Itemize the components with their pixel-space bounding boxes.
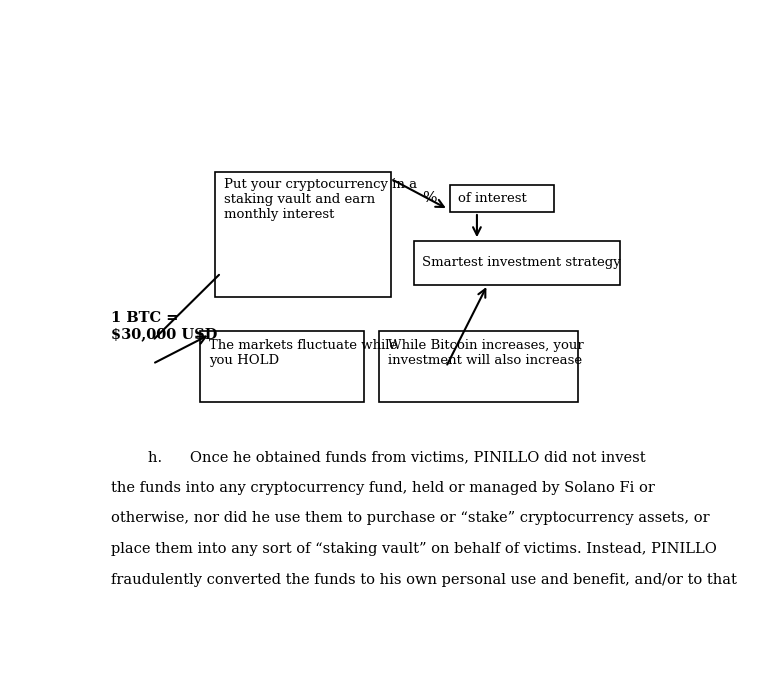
Text: The markets fluctuate while
you HOLD: The markets fluctuate while you HOLD: [209, 339, 397, 367]
Text: h.      Once he obtained funds from victims, PINILLO did not invest: h. Once he obtained funds from victims, …: [111, 450, 646, 464]
Text: of interest: of interest: [458, 192, 527, 205]
Text: 1 BTC =
$30,000 USD: 1 BTC = $30,000 USD: [111, 311, 217, 341]
FancyBboxPatch shape: [200, 331, 364, 403]
Text: Put your cryptocurrency in a
staking vault and earn
monthly interest: Put your cryptocurrency in a staking vau…: [224, 178, 417, 221]
FancyBboxPatch shape: [450, 185, 554, 212]
Text: Smartest investment strategy: Smartest investment strategy: [422, 256, 621, 269]
Text: fraudulently converted the funds to his own personal use and benefit, and/or to : fraudulently converted the funds to his …: [111, 573, 737, 587]
Text: %: %: [422, 191, 437, 205]
FancyBboxPatch shape: [415, 241, 620, 284]
FancyBboxPatch shape: [379, 331, 578, 403]
FancyBboxPatch shape: [215, 172, 391, 297]
Text: the funds into any cryptocurrency fund, held or managed by Solano Fi or: the funds into any cryptocurrency fund, …: [111, 481, 655, 495]
Text: otherwise, nor did he use them to purchase or “stake” cryptocurrency assets, or: otherwise, nor did he use them to purcha…: [111, 511, 710, 526]
Text: While Bitcoin increases, your
investment will also increase: While Bitcoin increases, your investment…: [388, 339, 584, 367]
Text: place them into any sort of “staking vault” on behalf of victims. Instead, PINIL: place them into any sort of “staking vau…: [111, 542, 717, 556]
